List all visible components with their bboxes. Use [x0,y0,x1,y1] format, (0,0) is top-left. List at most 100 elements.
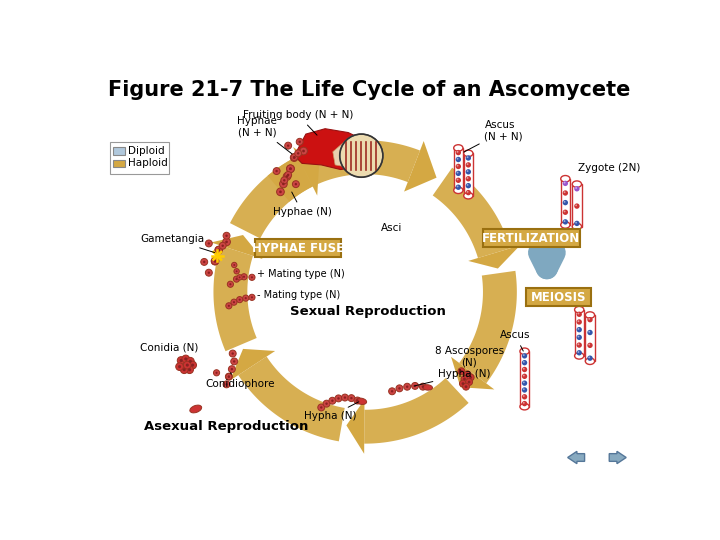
Circle shape [318,404,325,411]
Circle shape [562,210,568,215]
Circle shape [522,401,527,406]
Circle shape [456,151,459,153]
Circle shape [456,172,459,173]
Circle shape [219,242,226,249]
Circle shape [228,376,230,377]
Circle shape [211,257,219,265]
Circle shape [575,186,580,192]
Circle shape [205,269,212,276]
Circle shape [176,363,184,370]
Polygon shape [293,147,319,195]
Circle shape [340,134,383,177]
Circle shape [466,183,471,188]
Circle shape [294,183,297,185]
Circle shape [215,246,222,254]
Circle shape [522,353,527,359]
Circle shape [456,157,461,162]
Circle shape [275,170,278,172]
Circle shape [222,245,224,247]
Text: Figure 21-7 The Life Cycle of an Ascomycete: Figure 21-7 The Life Cycle of an Ascomyc… [108,80,630,100]
Circle shape [354,397,361,404]
Circle shape [291,154,298,161]
Circle shape [232,352,234,355]
Polygon shape [468,245,520,268]
Circle shape [577,328,580,330]
Circle shape [214,260,216,262]
Circle shape [456,171,461,176]
Circle shape [331,400,333,402]
Circle shape [588,356,590,359]
Circle shape [420,383,426,390]
Circle shape [294,150,302,157]
Text: Hypha (N): Hypha (N) [305,402,359,421]
Circle shape [456,178,461,183]
Circle shape [523,368,525,370]
Circle shape [287,144,289,147]
Circle shape [523,381,525,383]
Ellipse shape [454,187,463,193]
Circle shape [249,294,255,300]
Ellipse shape [575,306,584,313]
Circle shape [231,299,237,305]
Circle shape [523,395,525,397]
Polygon shape [364,378,469,444]
Circle shape [523,361,525,363]
Text: + Mating type (N): + Mating type (N) [257,269,345,279]
Text: Haploid: Haploid [128,158,168,168]
Circle shape [398,387,400,389]
Ellipse shape [356,398,366,404]
Circle shape [391,390,393,393]
Circle shape [251,296,253,299]
Circle shape [235,278,238,280]
Circle shape [406,386,408,388]
Circle shape [564,181,565,184]
Circle shape [207,272,210,274]
Circle shape [575,221,580,226]
Circle shape [283,179,286,181]
Circle shape [188,368,191,372]
Circle shape [302,150,305,152]
Circle shape [414,384,416,387]
Polygon shape [451,357,495,389]
Circle shape [215,246,222,253]
Circle shape [466,169,471,174]
Circle shape [456,185,461,190]
Polygon shape [404,141,436,192]
Circle shape [588,343,590,346]
Circle shape [215,372,217,374]
Ellipse shape [423,384,433,390]
Circle shape [588,330,593,335]
Circle shape [184,357,187,361]
Circle shape [213,370,220,376]
Circle shape [466,176,471,181]
Circle shape [223,232,230,239]
Circle shape [348,395,355,402]
Polygon shape [238,356,345,441]
Bar [585,315,595,361]
Circle shape [279,180,287,188]
Circle shape [577,351,580,353]
Ellipse shape [190,405,202,413]
Circle shape [287,174,289,176]
Circle shape [225,234,228,237]
Circle shape [575,187,577,189]
Ellipse shape [520,348,529,354]
Circle shape [577,312,582,317]
Circle shape [281,177,288,184]
Circle shape [341,394,348,401]
Circle shape [458,368,465,375]
Circle shape [467,184,469,186]
Circle shape [289,167,292,170]
Circle shape [396,385,403,392]
Circle shape [243,276,245,278]
Circle shape [300,147,307,155]
Text: Zygote (2N): Zygote (2N) [578,163,641,173]
Circle shape [251,276,253,279]
Circle shape [205,240,212,247]
Circle shape [230,358,238,365]
Ellipse shape [585,358,595,365]
Circle shape [297,152,300,154]
Circle shape [466,156,471,161]
Bar [113,147,125,155]
Polygon shape [213,246,257,351]
